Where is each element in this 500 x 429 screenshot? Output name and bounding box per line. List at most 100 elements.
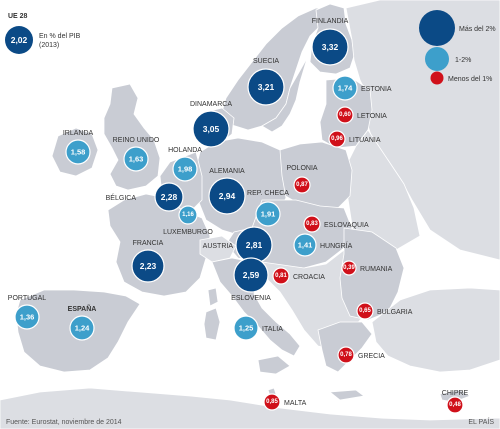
- label-francia: FRANCIA: [133, 240, 164, 247]
- bubble-luxemburgo: [178, 205, 198, 225]
- legend-label-low: Menos del 1%: [448, 76, 492, 83]
- bubble-malta: [263, 393, 281, 411]
- bubble-rumania: [341, 260, 357, 276]
- bubble-croacia: [272, 267, 290, 285]
- bubble-italia: [233, 315, 259, 341]
- label-eslovaquia: ESLOVAQUIA: [324, 222, 369, 229]
- value-belgica: 2,28: [161, 192, 178, 202]
- legend-swatch-low: [430, 71, 444, 85]
- label-estonia: ESTONIA: [361, 86, 392, 93]
- value-grecia: 0,78: [340, 352, 352, 358]
- bubble-belgica: [154, 182, 184, 212]
- bubble-bulgaria: [356, 302, 374, 320]
- value-espana: 1,24: [75, 324, 90, 333]
- land-cyprus: [439, 389, 471, 403]
- source-note: Fuente: Eurostat, noviembre de 2014: [6, 419, 122, 426]
- label-croacia: CROACIA: [293, 274, 325, 281]
- label-luxemburgo: LUXEMBURGO: [163, 229, 213, 236]
- bubble-eslovenia: [233, 257, 269, 293]
- bubble-letonia: [336, 106, 354, 124]
- value-reino-unido: 1,63: [129, 155, 144, 164]
- value-croacia: 0,81: [275, 273, 287, 279]
- value-rep-checa: 1,91: [261, 210, 276, 219]
- value-estonia: 1,74: [338, 84, 353, 93]
- eu-average-bubble: [5, 26, 33, 54]
- value-holanda: 1,98: [178, 165, 193, 174]
- value-alemania: 2,94: [219, 191, 236, 201]
- value-chipre: 0,48: [449, 402, 461, 408]
- land-poland: [277, 141, 353, 209]
- value-italia: 1,25: [239, 324, 254, 333]
- bubble-chipre: [446, 396, 464, 414]
- value-eslovaquia: 0,83: [306, 221, 318, 227]
- label-alemania: ALEMANIA: [209, 168, 245, 175]
- label-lituania: LITUANIA: [349, 137, 381, 144]
- label-holanda: HOLANDA: [168, 147, 202, 154]
- label-polonia: POLONIA: [286, 165, 317, 172]
- label-belgica: BÉLGICA: [106, 193, 137, 202]
- eu-average-desc-line1: En % del PIB: [39, 33, 81, 40]
- bubble-hungria: [293, 233, 317, 257]
- bubble-eslovaquia: [303, 215, 321, 233]
- label-chipre: CHIPRE: [442, 390, 469, 397]
- land-turkey: [371, 287, 500, 373]
- label-austria: AUSTRIA: [203, 243, 234, 250]
- label-reino-unido: REINO UNIDO: [113, 137, 160, 144]
- value-austria: 2,81: [246, 240, 263, 250]
- legend: Más del 2% 1-2% Menos del 1%: [419, 10, 496, 85]
- label-rumania: RUMANIA: [360, 266, 393, 273]
- eu-average-value: 2,02: [11, 35, 28, 45]
- bubble-holanda: [172, 156, 198, 182]
- legend-swatch-high: [419, 10, 455, 46]
- label-espana: ESPAÑA: [68, 304, 97, 313]
- eu-average-block: UE 28 2,02 En % del PIB (2013): [5, 13, 81, 54]
- bubble-dinamarca: [192, 110, 230, 148]
- bubble-reino-unido: [123, 146, 149, 172]
- legend-label-high: Más del 2%: [459, 26, 496, 33]
- value-hungria: 1,41: [298, 241, 313, 250]
- value-dinamarca: 3,05: [203, 124, 220, 134]
- publisher-credit: EL PAÍS: [468, 417, 494, 426]
- label-bulgaria: BULGARIA: [377, 309, 413, 316]
- bubble-francia: [131, 249, 165, 283]
- bubble-rep-checa: [255, 201, 281, 227]
- country-bubbles: 3,32 FINLANDIA 3,21 SUECIA 1,74 ESTONIA 0,60 LE…: [8, 18, 469, 414]
- land-sicily: [257, 355, 291, 375]
- legend-label-mid: 1-2%: [455, 57, 471, 64]
- label-finlandia: FINLANDIA: [312, 18, 349, 25]
- value-malta: 0,85: [266, 399, 278, 405]
- label-malta: MALTA: [284, 400, 307, 407]
- label-grecia: GRECIA: [358, 353, 385, 360]
- value-rumania: 0,39: [343, 265, 355, 271]
- label-italia: ITALIA: [262, 326, 283, 333]
- value-francia: 2,23: [140, 261, 157, 271]
- value-luxemburgo: 1,16: [182, 212, 194, 218]
- land-romania-bulgaria: [339, 227, 405, 321]
- eu-average-desc-line2: (2013): [39, 42, 59, 49]
- label-rep-checa: REP. CHECA: [247, 190, 289, 197]
- bubble-portugal: [14, 304, 40, 330]
- label-suecia: SUECIA: [253, 58, 279, 65]
- value-lituania: 0,96: [331, 136, 343, 142]
- bubble-espana: [69, 315, 95, 341]
- land-corsica: [207, 287, 219, 307]
- label-hungria: HUNGRÍA: [320, 241, 353, 250]
- bubble-alemania: [208, 177, 246, 215]
- label-letonia: LETONIA: [357, 113, 387, 120]
- value-bulgaria: 0,65: [359, 308, 371, 314]
- label-irlanda: IRLANDA: [63, 130, 94, 137]
- land-crete: [328, 389, 365, 401]
- bubble-polonia: [293, 176, 311, 194]
- land-sweden-south: [261, 45, 313, 133]
- land-north-africa: [0, 387, 500, 429]
- value-polonia: 0,87: [296, 182, 308, 188]
- value-suecia: 3,21: [258, 82, 275, 92]
- label-eslovenia: ESLOVENIA: [231, 295, 271, 302]
- value-eslovenia: 2,59: [243, 270, 260, 280]
- bubble-finlandia: [311, 28, 349, 66]
- value-letonia: 0,60: [339, 112, 351, 118]
- value-finlandia: 3,32: [322, 42, 339, 52]
- label-dinamarca: DINAMARCA: [190, 101, 232, 108]
- land-sardinia: [203, 307, 221, 341]
